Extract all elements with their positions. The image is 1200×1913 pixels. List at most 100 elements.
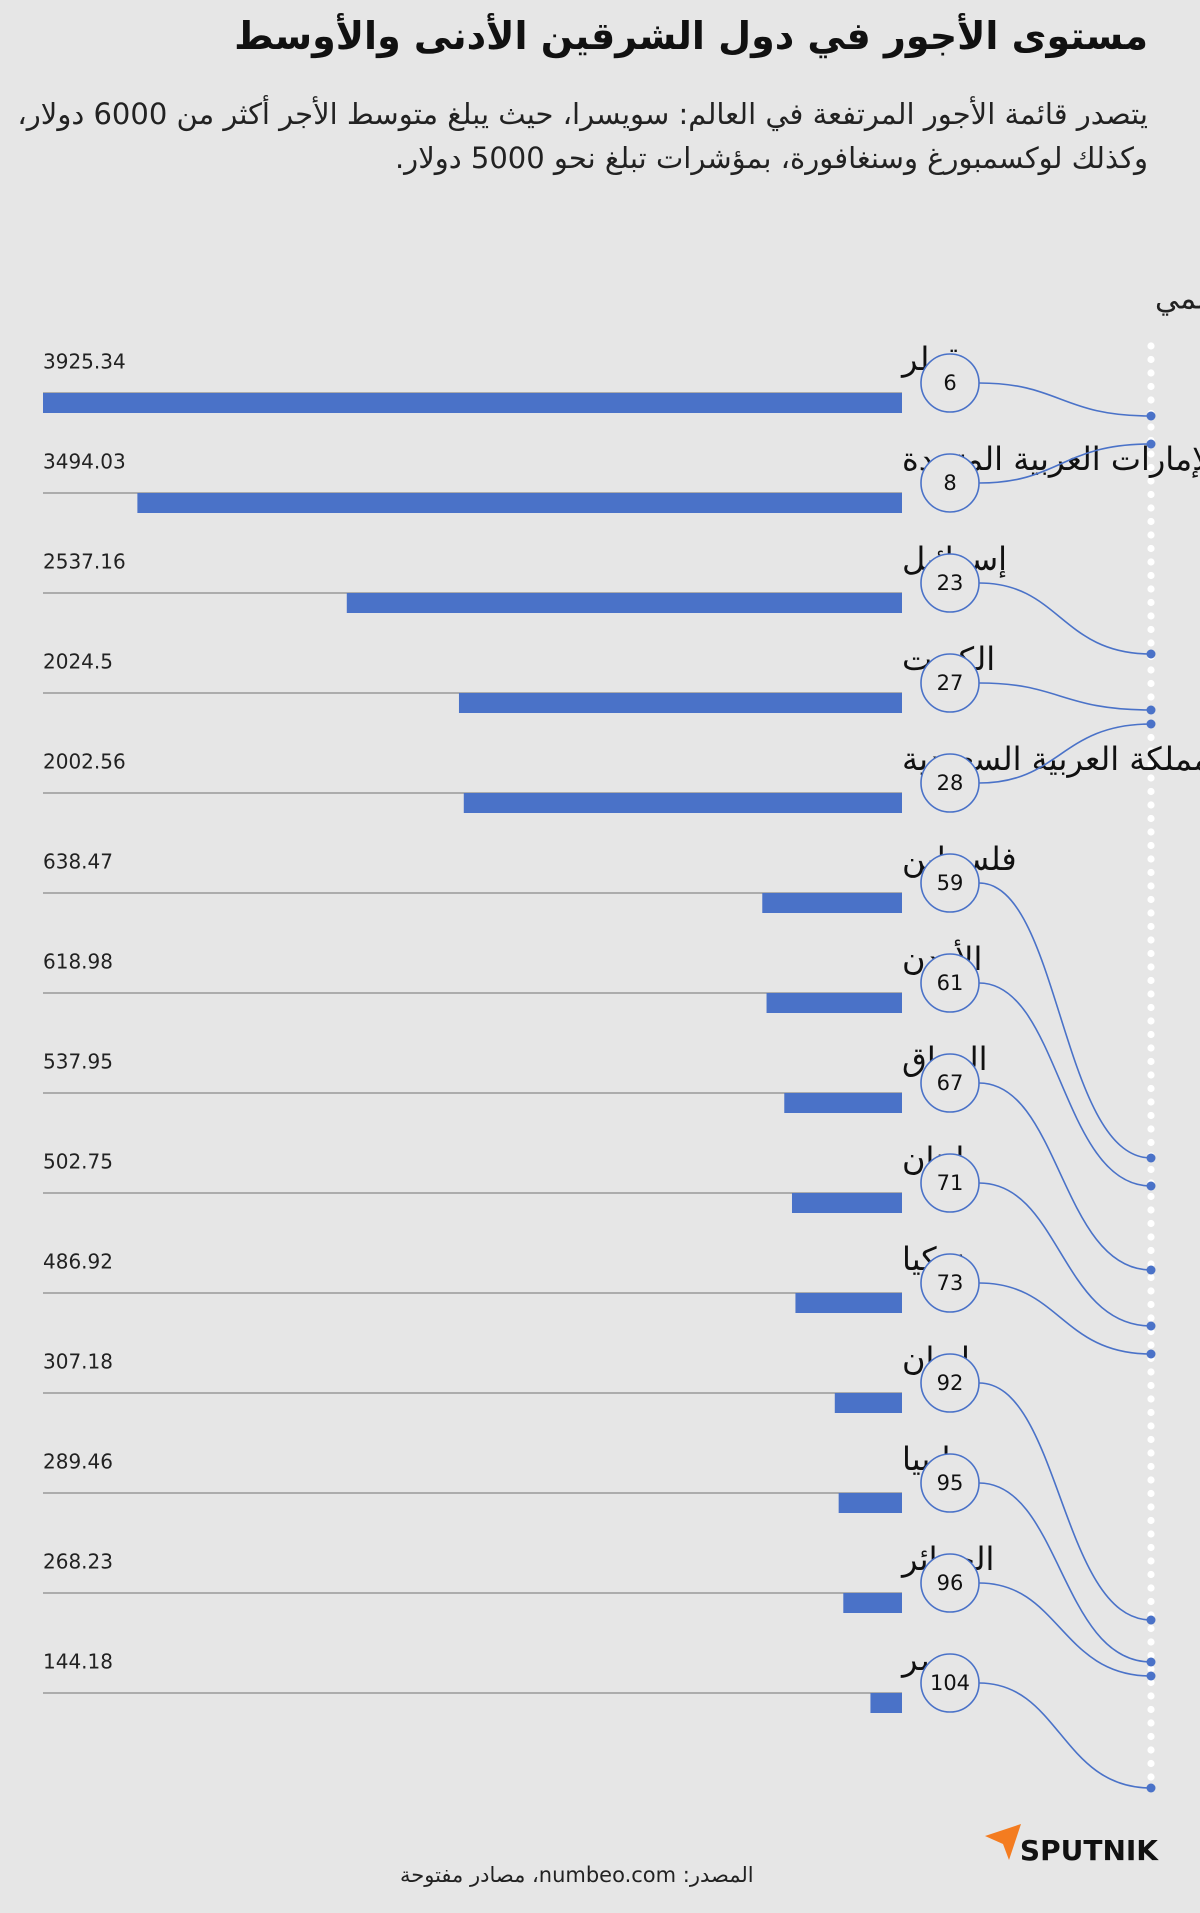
rank-column-dot — [1147, 1368, 1155, 1376]
rank-connector — [978, 1282, 1152, 1355]
rank-column-dot — [1147, 612, 1155, 620]
value-label: 2024.5 — [43, 650, 113, 674]
rank-column-dot — [1147, 760, 1155, 769]
bar — [766, 993, 902, 1013]
value-label: 3494.03 — [43, 450, 126, 474]
rank-column-dot — [1147, 1260, 1155, 1268]
rank-column-dot — [1147, 1206, 1155, 1214]
rank-column-dot — [1147, 1651, 1155, 1660]
bar — [458, 693, 902, 713]
rank-connector — [978, 1482, 1152, 1663]
rank-column-dot — [1147, 1422, 1155, 1430]
rank-column-dot — [1147, 1570, 1155, 1579]
rank-column-dot — [1147, 1044, 1155, 1052]
bar — [791, 1193, 902, 1213]
rank-label: 23 — [937, 571, 964, 595]
bar — [346, 593, 902, 613]
rank-column-dot — [1147, 1125, 1155, 1133]
value-label: 638.47 — [43, 850, 113, 874]
rank-dot — [1146, 439, 1156, 449]
rank-column-dot — [1147, 1543, 1155, 1552]
rank-connector — [978, 1382, 1152, 1621]
rank-column-dot — [1147, 1705, 1155, 1714]
rank-column-dot — [1147, 909, 1155, 917]
rank-label: 8 — [943, 471, 956, 495]
rank-column-dot — [1147, 1719, 1155, 1727]
value-label: 2002.56 — [43, 750, 126, 774]
rank-circle — [920, 753, 980, 813]
rank-column-dot — [1147, 558, 1155, 566]
rank-label: 92 — [937, 1371, 964, 1395]
rank-dot — [1146, 1265, 1156, 1275]
rank-column-dot — [1147, 1273, 1155, 1282]
rank-column-dot — [1147, 1017, 1155, 1025]
bar — [43, 393, 902, 413]
rank-column-dot — [1147, 666, 1155, 674]
rank-column-dot — [1147, 1773, 1155, 1781]
rank-column-dot — [1147, 1489, 1155, 1498]
rank-circle — [920, 353, 980, 413]
rank-column-dot — [1147, 1530, 1155, 1538]
rank-label: 71 — [937, 1171, 964, 1195]
rank-column-dot — [1147, 990, 1155, 998]
rank-dot — [1146, 1321, 1156, 1331]
rank-column-dot — [1147, 490, 1155, 499]
logo-icon — [985, 1824, 1021, 1860]
value-label: 2537.16 — [43, 550, 126, 574]
rank-column-dot — [1147, 1071, 1155, 1079]
bar — [870, 1693, 902, 1713]
value-label: 268.23 — [43, 1550, 113, 1574]
rank-label: 28 — [937, 771, 964, 795]
rank-column-dot — [1147, 1435, 1155, 1444]
rank-column-dot — [1147, 382, 1155, 391]
rank-dot — [1146, 411, 1156, 421]
rank-column-dot — [1147, 1287, 1155, 1295]
rank-label: 6 — [943, 371, 956, 395]
rank-column-dot — [1147, 477, 1155, 485]
rank-column-dot — [1147, 1557, 1155, 1565]
rank-column-dot — [1147, 423, 1155, 431]
rank-dot — [1146, 1615, 1156, 1625]
rank-column-dot — [1147, 1584, 1155, 1592]
rank-column-dot — [1147, 450, 1155, 458]
rank-dot — [1146, 719, 1156, 729]
rank-header: المركز في التصنيف العالمي — [1155, 282, 1200, 317]
rank-column-dot — [1147, 1638, 1155, 1646]
rank-column-dot — [1147, 1624, 1155, 1633]
bar — [834, 1393, 902, 1413]
rank-column-dot — [1147, 801, 1155, 809]
rank-column-dot — [1147, 1138, 1155, 1147]
rank-connector — [978, 682, 1152, 711]
rank-circle — [920, 953, 980, 1013]
value-label: 486.92 — [43, 1250, 113, 1274]
rank-column-dot — [1147, 1084, 1155, 1093]
rank-column-dot — [1147, 1746, 1155, 1754]
rank-dot — [1146, 1181, 1156, 1191]
rank-column-dot — [1147, 679, 1155, 688]
rank-label: 61 — [937, 971, 964, 995]
rank-circle — [920, 653, 980, 713]
rank-column-dot — [1147, 1759, 1155, 1768]
rank-column-dot — [1147, 1314, 1155, 1322]
rank-column-dot — [1147, 1098, 1155, 1106]
rank-column-dot — [1147, 1476, 1155, 1484]
bar — [137, 493, 903, 513]
rank-connector — [978, 582, 1152, 655]
rank-column-dot — [1147, 1057, 1155, 1066]
rank-dot — [1146, 649, 1156, 659]
rank-column-dot — [1147, 855, 1155, 863]
value-label: 144.18 — [43, 1650, 113, 1674]
rank-column-dot — [1147, 1449, 1155, 1457]
rank-connector — [978, 1582, 1152, 1677]
bar — [838, 1493, 902, 1513]
rank-circle — [920, 1053, 980, 1113]
rank-connector — [978, 1682, 1152, 1789]
rank-column-dot — [1147, 1111, 1155, 1120]
rank-column-dot — [1147, 1503, 1155, 1511]
rank-column-dot — [1147, 1732, 1155, 1741]
rank-label: 96 — [937, 1571, 964, 1595]
rank-column-dot — [1147, 1192, 1155, 1201]
rank-column-dot — [1147, 342, 1155, 350]
